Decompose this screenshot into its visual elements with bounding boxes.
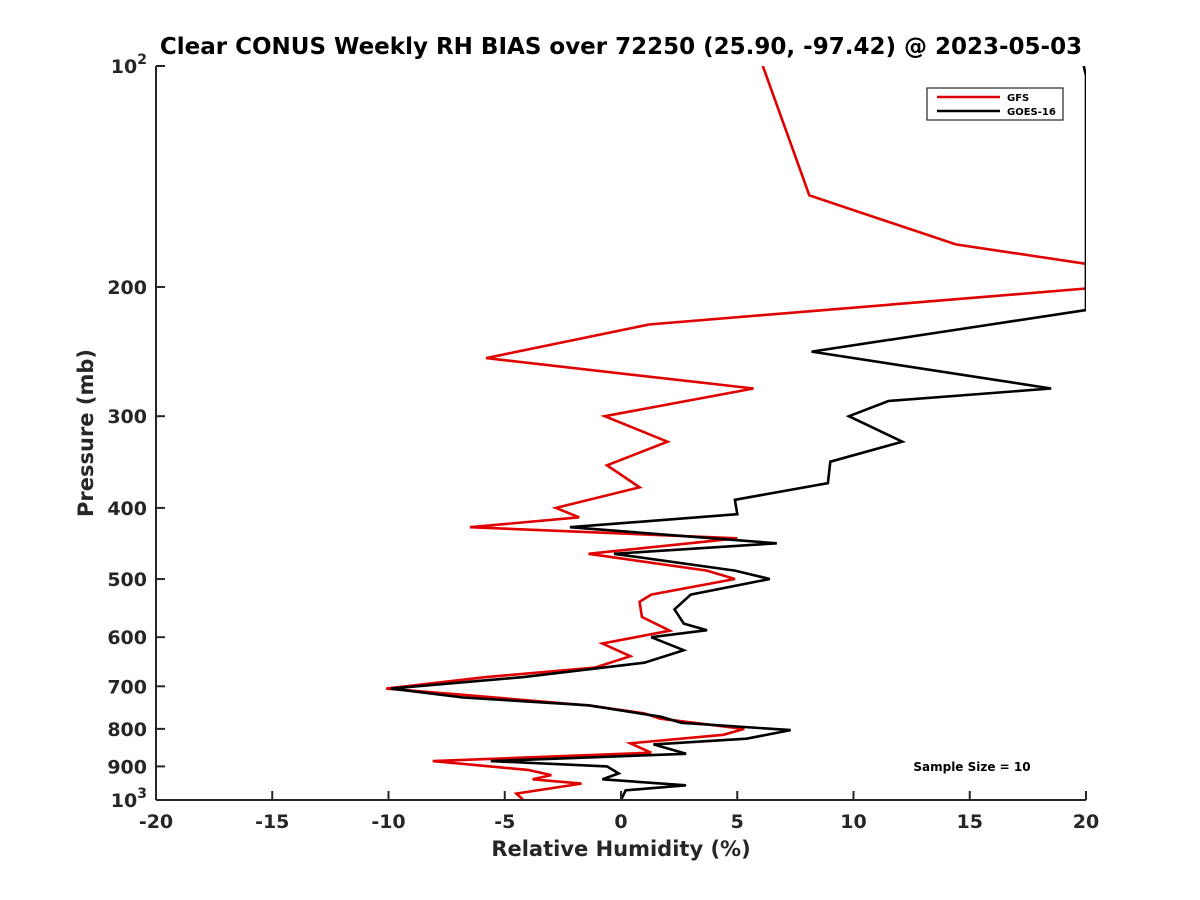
series-line-goes-16 [390, 66, 1086, 800]
y-tick-label: 103 [111, 786, 147, 812]
y-tick-label: 900 [107, 756, 147, 778]
x-ticks: -20 -15 -10 -5 0 5 10 15 20 [139, 791, 1099, 833]
y-axis-label: Pressure (mb) [74, 349, 98, 517]
y-tick-label: 500 [107, 569, 147, 591]
y-tick-label: 800 [107, 719, 147, 741]
x-tick-label: -20 [139, 811, 173, 833]
y-ticks: 102 200 300 400 500 600 700 800 900 103 [107, 52, 165, 812]
sample-size-annotation: Sample Size = 10 [913, 760, 1030, 774]
legend-entry-label: GOES-16 [1007, 107, 1056, 118]
legend: GFS GOES-16 [926, 87, 1064, 121]
x-tick-label: -15 [255, 811, 289, 833]
x-tick-label: -10 [371, 811, 405, 833]
x-axis-label: Relative Humidity (%) [491, 837, 750, 861]
legend-box [926, 87, 1064, 121]
legend-entry-label: GFS [1007, 93, 1029, 104]
y-tick-label: 400 [107, 498, 147, 520]
y-tick-label: 200 [107, 277, 147, 299]
x-tick-label: 20 [1073, 811, 1099, 833]
chart-title: Clear CONUS Weekly RH BIAS over 72250 (2… [160, 34, 1082, 60]
x-tick-label: 10 [840, 811, 866, 833]
y-tick-label: 102 [111, 52, 147, 78]
y-tick-label: 600 [107, 627, 147, 649]
y-tick-label: 300 [107, 406, 147, 428]
x-tick-label: 15 [957, 811, 983, 833]
x-tick-label: 5 [731, 811, 744, 833]
x-tick-label: -5 [494, 811, 515, 833]
series-layer [386, 66, 1086, 800]
x-tick-label: 0 [614, 811, 627, 833]
series-line-gfs [386, 66, 1086, 800]
y-tick-label: 700 [107, 676, 147, 698]
